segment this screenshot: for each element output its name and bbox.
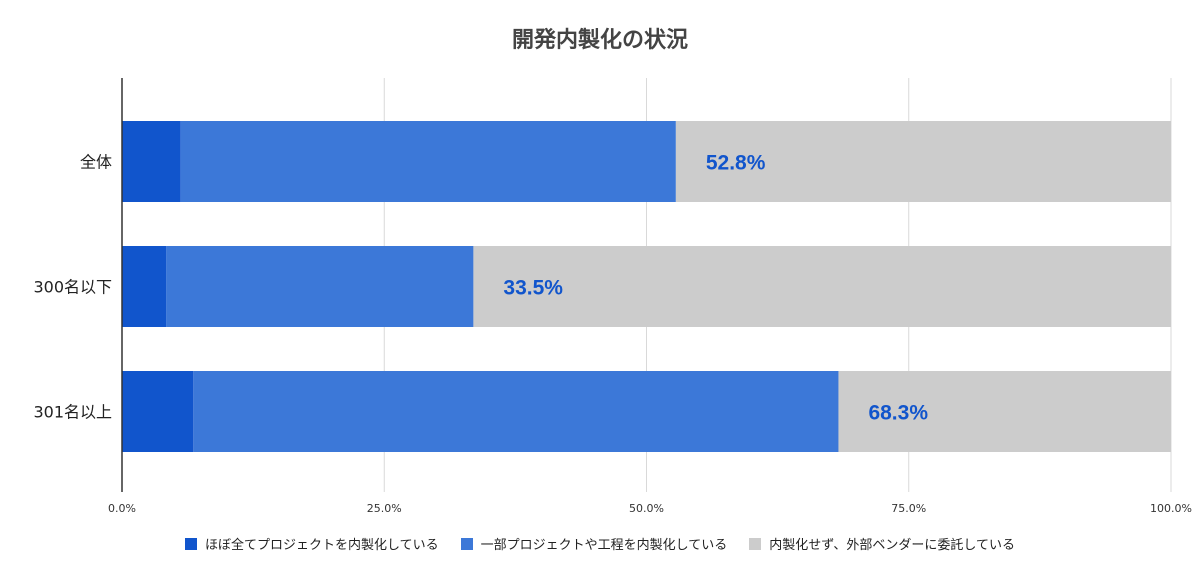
bar-segment-1-1 [166,246,474,327]
bar-segment-0-0 [122,121,181,202]
bar-segment-2-0 [122,371,194,452]
legend-item-full-inhouse: ほぼ全てプロジェクトを内製化している [185,534,439,553]
bar-segment-1-0 [122,246,167,327]
category-label-1: 300名以下 [33,278,112,297]
category-label-2: 301名以上 [33,403,112,422]
x-tick-label-25: 25.0% [367,502,402,515]
x-tick-label-100: 100.0% [1150,502,1192,515]
legend-item-partial-inhouse: 一部プロジェクトや工程を内製化している [460,534,728,553]
x-tick-label-75: 75.0% [891,502,926,515]
bar-segment-1-2 [473,246,1171,327]
legend: ほぼ全てプロジェクトを内製化している 一部プロジェクトや工程を内製化している 内… [0,534,1200,553]
bar-segment-0-2 [675,121,1171,202]
chart-title: 開発内製化の状況 [511,28,688,53]
data-label-2: 68.3% [868,402,928,425]
legend-item-outsourced: 内製化せず、外部ベンダーに委託している [749,534,1015,553]
bar-segment-2-1 [193,371,839,452]
category-label-0: 全体 [80,153,112,172]
x-tick-label-50: 50.0% [629,502,664,515]
data-label-1: 33.5% [503,277,563,300]
legend-label-partial-inhouse: 一部プロジェクトや工程を内製化している [480,538,728,553]
x-tick-label-0: 0.0% [108,502,136,515]
legend-label-full-inhouse: ほぼ全てプロジェクトを内製化している [205,538,439,553]
legend-label-outsourced: 内製化せず、外部ベンダーに委託している [769,538,1015,553]
legend-swatch-partial-inhouse [460,537,473,550]
bar-segment-2-2 [838,371,1171,452]
legend-swatch-full-inhouse [185,537,198,550]
data-label-0: 52.8% [706,152,766,175]
bar-segment-0-1 [180,121,676,202]
legend-swatch-outsourced [749,537,762,550]
